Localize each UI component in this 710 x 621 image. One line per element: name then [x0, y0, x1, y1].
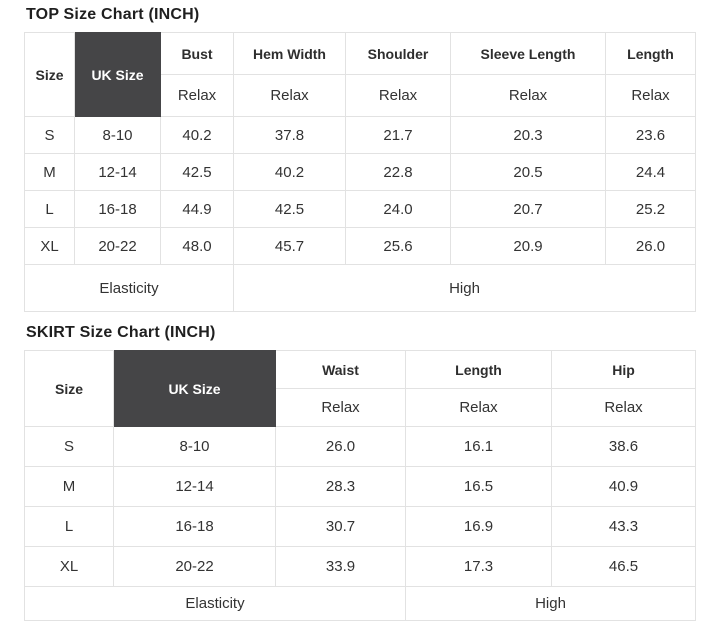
skirt-row-s: S 8-10 26.0 16.1 38.6 — [24, 426, 696, 467]
skirt-row-m: M 12-14 28.3 16.5 40.9 — [24, 466, 696, 507]
elasticity-value-cell: High — [233, 264, 696, 312]
uk-size-cell: 8-10 — [74, 116, 161, 154]
top-header-row: Size UK Size Bust Hem Width Shoulder Sle… — [24, 32, 696, 117]
top-row-s: S 8-10 40.2 37.8 21.7 20.3 23.6 — [24, 116, 696, 154]
data-cell: 21.7 — [345, 116, 451, 154]
top-header-size: Size — [24, 32, 75, 117]
data-cell: 20.3 — [450, 116, 606, 154]
uk-size-cell: 8-10 — [113, 426, 276, 467]
uk-size-cell: 20-22 — [113, 546, 276, 587]
data-cell: 22.8 — [345, 153, 451, 191]
data-cell: 24.0 — [345, 190, 451, 228]
size-cell: M — [24, 466, 114, 507]
data-cell: 46.5 — [551, 546, 696, 587]
skirt-header-length: Length — [405, 350, 552, 389]
skirt-size-table: Size UK Size Waist Length Hip Relax Rela… — [24, 350, 696, 621]
top-row-m: M 12-14 42.5 40.2 22.8 20.5 24.4 — [24, 153, 696, 191]
data-cell: 43.3 — [551, 506, 696, 547]
uk-size-cell: 12-14 — [74, 153, 161, 191]
uk-size-cell: 16-18 — [113, 506, 276, 547]
size-cell: S — [24, 426, 114, 467]
top-chart-title: TOP Size Chart (INCH) — [26, 6, 200, 23]
data-cell: 20.5 — [450, 153, 606, 191]
skirt-header-size: Size — [24, 350, 114, 427]
data-cell: 40.9 — [551, 466, 696, 507]
data-cell: 24.4 — [605, 153, 696, 191]
top-fit-row: Relax Relax Relax Relax Relax — [25, 74, 696, 117]
data-cell: 38.6 — [551, 426, 696, 467]
uk-size-cell: 16-18 — [74, 190, 161, 228]
fit-cell: Relax — [405, 388, 552, 427]
top-header-shoulder: Shoulder — [345, 32, 451, 75]
data-cell: 26.0 — [605, 227, 696, 265]
skirt-footer-row: Elasticity High — [24, 586, 696, 621]
top-header-sleeve-length: Sleeve Length — [450, 32, 606, 75]
skirt-chart-title: SKIRT Size Chart (INCH) — [26, 324, 216, 341]
fit-cell: Relax — [605, 74, 696, 117]
elasticity-label-cell: Elasticity — [24, 586, 406, 621]
data-cell: 25.2 — [605, 190, 696, 228]
data-cell: 16.5 — [405, 466, 552, 507]
data-cell: 25.6 — [345, 227, 451, 265]
fit-cell: Relax — [275, 388, 406, 427]
data-cell: 48.0 — [160, 227, 234, 265]
fit-cell: Relax — [345, 74, 451, 117]
data-cell: 40.2 — [160, 116, 234, 154]
size-cell: S — [24, 116, 75, 154]
size-cell: L — [24, 506, 114, 547]
top-row-xl: XL 20-22 48.0 45.7 25.6 20.9 26.0 — [24, 227, 696, 265]
elasticity-label-cell: Elasticity — [24, 264, 234, 312]
skirt-header-hip: Hip — [551, 350, 696, 389]
fit-cell: Relax — [160, 74, 234, 117]
top-row-l: L 16-18 44.9 42.5 24.0 20.7 25.2 — [24, 190, 696, 228]
skirt-fit-row: Relax Relax Relax — [25, 388, 696, 427]
data-cell: 20.9 — [450, 227, 606, 265]
data-cell: 45.7 — [233, 227, 346, 265]
size-cell: L — [24, 190, 75, 228]
fit-cell: Relax — [450, 74, 606, 117]
top-size-table: Size UK Size Bust Hem Width Shoulder Sle… — [24, 32, 696, 312]
top-footer-row: Elasticity High — [24, 264, 696, 312]
fit-cell: Relax — [551, 388, 696, 427]
size-cell: M — [24, 153, 75, 191]
data-cell: 16.9 — [405, 506, 552, 547]
data-cell: 28.3 — [275, 466, 406, 507]
data-cell: 23.6 — [605, 116, 696, 154]
data-cell: 17.3 — [405, 546, 552, 587]
data-cell: 26.0 — [275, 426, 406, 467]
uk-size-cell: 12-14 — [113, 466, 276, 507]
data-cell: 30.7 — [275, 506, 406, 547]
top-header-hem-width: Hem Width — [233, 32, 346, 75]
skirt-header-waist: Waist — [275, 350, 406, 389]
top-header-uk-size: UK Size — [74, 32, 161, 117]
data-cell: 42.5 — [233, 190, 346, 228]
top-header-length: Length — [605, 32, 696, 75]
size-cell: XL — [24, 227, 75, 265]
fit-cell: Relax — [233, 74, 346, 117]
data-cell: 33.9 — [275, 546, 406, 587]
data-cell: 40.2 — [233, 153, 346, 191]
skirt-row-l: L 16-18 30.7 16.9 43.3 — [24, 506, 696, 547]
top-header-bust: Bust — [160, 32, 234, 75]
data-cell: 16.1 — [405, 426, 552, 467]
data-cell: 44.9 — [160, 190, 234, 228]
elasticity-value-cell: High — [405, 586, 696, 621]
skirt-header-row: Size UK Size Waist Length Hip — [24, 350, 696, 427]
skirt-row-xl: XL 20-22 33.9 17.3 46.5 — [24, 546, 696, 587]
data-cell: 20.7 — [450, 190, 606, 228]
size-cell: XL — [24, 546, 114, 587]
skirt-header-uk-size: UK Size — [113, 350, 276, 427]
data-cell: 42.5 — [160, 153, 234, 191]
data-cell: 37.8 — [233, 116, 346, 154]
uk-size-cell: 20-22 — [74, 227, 161, 265]
